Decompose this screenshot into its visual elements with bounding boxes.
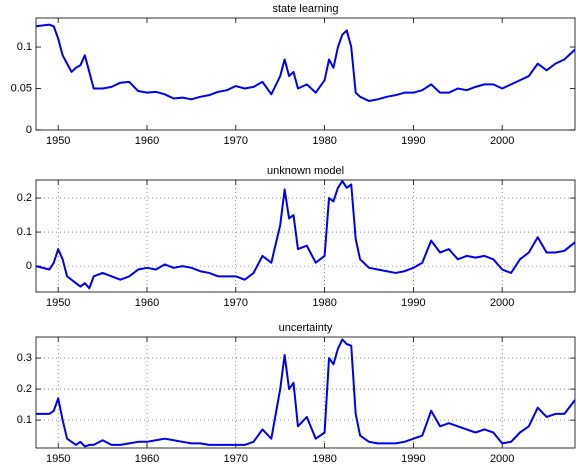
y-tick-label: 0.1 (17, 41, 32, 53)
x-tick-label: 1970 (224, 297, 248, 309)
x-tick-label: 1990 (401, 135, 425, 147)
x-tick-label: 1950 (46, 453, 70, 465)
x-tick-label: 1960 (135, 453, 159, 465)
x-tick-label: 1980 (312, 453, 336, 465)
x-tick-label: 1950 (46, 297, 70, 309)
data-line (36, 338, 575, 448)
x-tick-label: 1980 (312, 135, 336, 147)
axes-frame (35, 179, 576, 293)
y-tick-label: 0.2 (17, 192, 32, 204)
x-tick-label: 1980 (312, 297, 336, 309)
y-tick-label: 0.3 (17, 352, 32, 364)
x-tick-label: 2000 (490, 297, 514, 309)
panel-title: state learning (272, 3, 338, 15)
x-tick-label: 1990 (401, 297, 425, 309)
axes-frame (35, 17, 576, 131)
data-line (36, 180, 575, 290)
panel-title: uncertainty (279, 322, 333, 334)
y-tick-label: 0 (26, 124, 32, 136)
x-tick-label: 2000 (490, 135, 514, 147)
panel-title: unknown model (267, 165, 344, 177)
x-tick-label: 1970 (224, 135, 248, 147)
y-tick-label: 0.2 (17, 383, 32, 395)
x-tick-label: 2000 (490, 453, 514, 465)
y-tick-label: 0 (26, 260, 32, 272)
axes-frame (35, 336, 576, 449)
x-tick-label: 1970 (224, 453, 248, 465)
x-tick-label: 1960 (135, 135, 159, 147)
y-tick-label: 0.1 (17, 414, 32, 426)
y-tick-label: 0.05 (11, 82, 32, 94)
x-tick-label: 1950 (46, 135, 70, 147)
data-line (36, 23, 575, 102)
x-tick-label: 1960 (135, 297, 159, 309)
y-tick-label: 0.1 (17, 226, 32, 238)
x-tick-label: 1990 (401, 453, 425, 465)
